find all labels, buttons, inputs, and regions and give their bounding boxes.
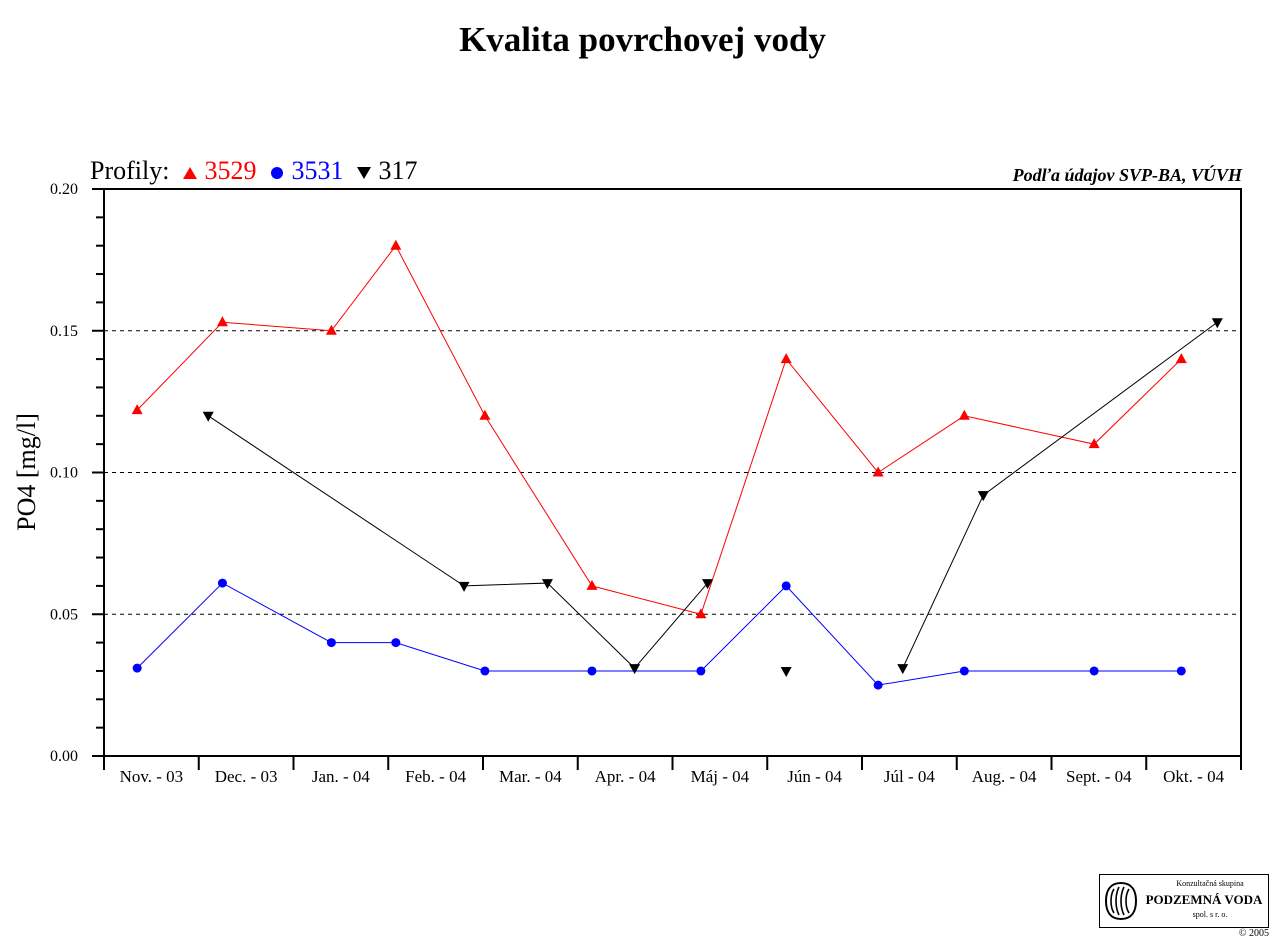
x-tick-label: Jan. - 04 [312, 767, 371, 786]
triangle-down-marker-icon [356, 167, 371, 180]
grid-lines [104, 330, 1241, 615]
x-tick-label: Sept. - 04 [1066, 767, 1132, 786]
circle-marker-icon [270, 167, 283, 180]
data-point [695, 608, 707, 619]
data-point [541, 579, 553, 590]
company-logo: Konzultačná skupina PODZEMNÁ VODA spol. … [1099, 874, 1269, 928]
y-tick-label: 0.05 [50, 606, 78, 623]
data-point [780, 353, 792, 364]
axes: 0.00 0.05 0.10 0.15 0.20 Nov. - 03 Dec. - 03 Ja… [50, 181, 1242, 786]
x-tick-label: Apr. - 04 [595, 767, 656, 786]
y-tick-label: 0.10 [50, 465, 78, 482]
x-tick-label: Jún - 04 [787, 767, 842, 786]
series-line [902, 321, 1218, 669]
data-point [480, 666, 490, 676]
data-point [131, 404, 143, 415]
legend-entry-3529: 3529 [182, 154, 257, 188]
data-point [702, 579, 714, 590]
data-point [780, 666, 792, 677]
data-point [781, 581, 791, 591]
data-point [458, 581, 470, 592]
data-point [217, 578, 227, 588]
series-line [136, 244, 1182, 615]
legend-entry-317: 317 [356, 154, 418, 188]
data-point [959, 666, 969, 676]
data-point [958, 409, 970, 420]
data-point [390, 239, 402, 250]
data-point [216, 316, 228, 327]
source-note: Podľa údajov SVP-BA, VÚVH [1012, 165, 1242, 185]
series-line [207, 415, 708, 669]
legend-entry-3531: 3531 [269, 154, 344, 188]
triangle-up-marker-icon [182, 167, 197, 180]
data-point [872, 466, 884, 477]
series-line [136, 582, 1182, 686]
data-point [977, 491, 989, 502]
legend-entry-label: 3529 [204, 156, 257, 185]
x-tick-label: Mar. - 04 [499, 767, 562, 786]
data-point [326, 638, 336, 648]
chart-title: Kvalita povrchovej vody [459, 20, 826, 59]
legend: Profily: 3529 3531 317 [90, 154, 417, 188]
x-tick-label: Nov. - 03 [120, 767, 184, 786]
data-point [1176, 666, 1186, 676]
x-tick-label: Okt. - 04 [1163, 767, 1224, 786]
data-point [897, 664, 909, 675]
x-tick-label: Dec. - 03 [215, 767, 278, 786]
data-point [202, 411, 214, 422]
data-point [696, 666, 706, 676]
data-point [1211, 318, 1223, 329]
y-axis-label: PO4 [mg/l] [12, 413, 41, 531]
data-point [629, 664, 641, 675]
data-point [479, 409, 491, 420]
data-point [1088, 438, 1100, 449]
legend-entry-label: 317 [378, 156, 418, 185]
series-317 [202, 318, 1223, 677]
logo-line-2: PODZEMNÁ VODA [1145, 892, 1263, 907]
data-point [1089, 666, 1099, 676]
data-series [131, 239, 1223, 690]
x-tick-label: Júl - 04 [884, 767, 936, 786]
data-point [587, 666, 597, 676]
y-tick-label: 0.00 [50, 748, 78, 765]
data-point [873, 680, 883, 690]
data-point [586, 579, 598, 590]
data-point [325, 324, 337, 335]
y-tick-label: 0.15 [50, 323, 78, 340]
data-point [391, 638, 401, 648]
data-point [1175, 353, 1187, 364]
x-tick-label: Máj - 04 [691, 767, 750, 786]
data-point [132, 663, 142, 673]
x-tick-label: Aug. - 04 [972, 767, 1037, 786]
company-logo-icon [1104, 881, 1138, 921]
logo-line-1: Konzultačná skupina [1176, 879, 1244, 888]
copyright: © 2005 [1238, 928, 1269, 939]
legend-entry-label: 3531 [291, 156, 344, 185]
y-tick-label: 0.20 [50, 181, 78, 198]
series-3531 [132, 578, 1186, 690]
legend-label: Profily: [90, 156, 170, 185]
logo-line-3: spol. s r. o. [1192, 910, 1228, 919]
series-3529 [131, 239, 1187, 619]
x-tick-label: Feb. - 04 [405, 767, 466, 786]
